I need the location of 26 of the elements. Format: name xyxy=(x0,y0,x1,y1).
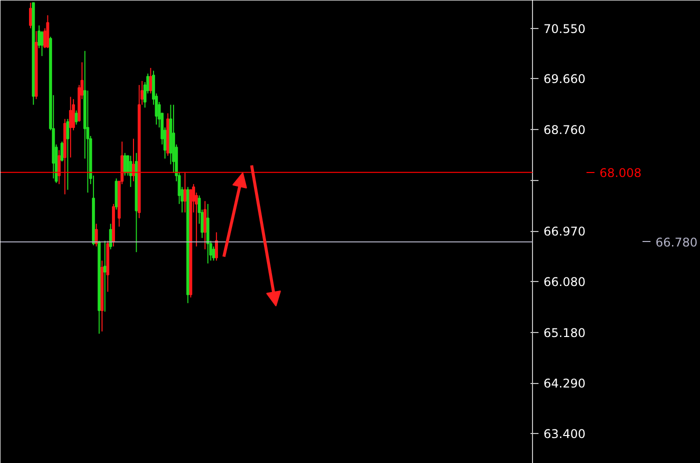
candlestick xyxy=(29,2,32,29)
y-tick-label: 70.550 xyxy=(544,22,586,36)
y-tick-label: 66.970 xyxy=(544,224,586,239)
y-tick-label: 69.660 xyxy=(544,72,586,86)
candlestick xyxy=(183,172,186,213)
candlestick xyxy=(129,155,132,188)
candlestick xyxy=(60,141,64,162)
candlestick xyxy=(109,223,112,250)
y-tick-label: 66.080 xyxy=(544,275,586,290)
candlestick xyxy=(103,240,106,312)
y-tick-label: 65.180 xyxy=(544,326,586,340)
y-tick-label: 64.290 xyxy=(544,376,586,391)
ref-line-label: 68.008 xyxy=(600,166,642,180)
candlestick xyxy=(214,232,218,262)
candlestick xyxy=(66,118,70,190)
candlestick xyxy=(40,30,44,57)
y-tick-label: 63.400 xyxy=(544,426,586,441)
candlestick xyxy=(58,150,61,185)
candlestick xyxy=(149,67,152,94)
candlestick xyxy=(94,223,98,247)
candlestick xyxy=(204,200,207,250)
ref-line-label: 66.780 xyxy=(656,235,698,250)
y-tick-label: 68.760 xyxy=(544,123,586,138)
candlestick xyxy=(123,152,126,176)
candlestick xyxy=(69,96,72,158)
candlestick xyxy=(132,138,135,182)
